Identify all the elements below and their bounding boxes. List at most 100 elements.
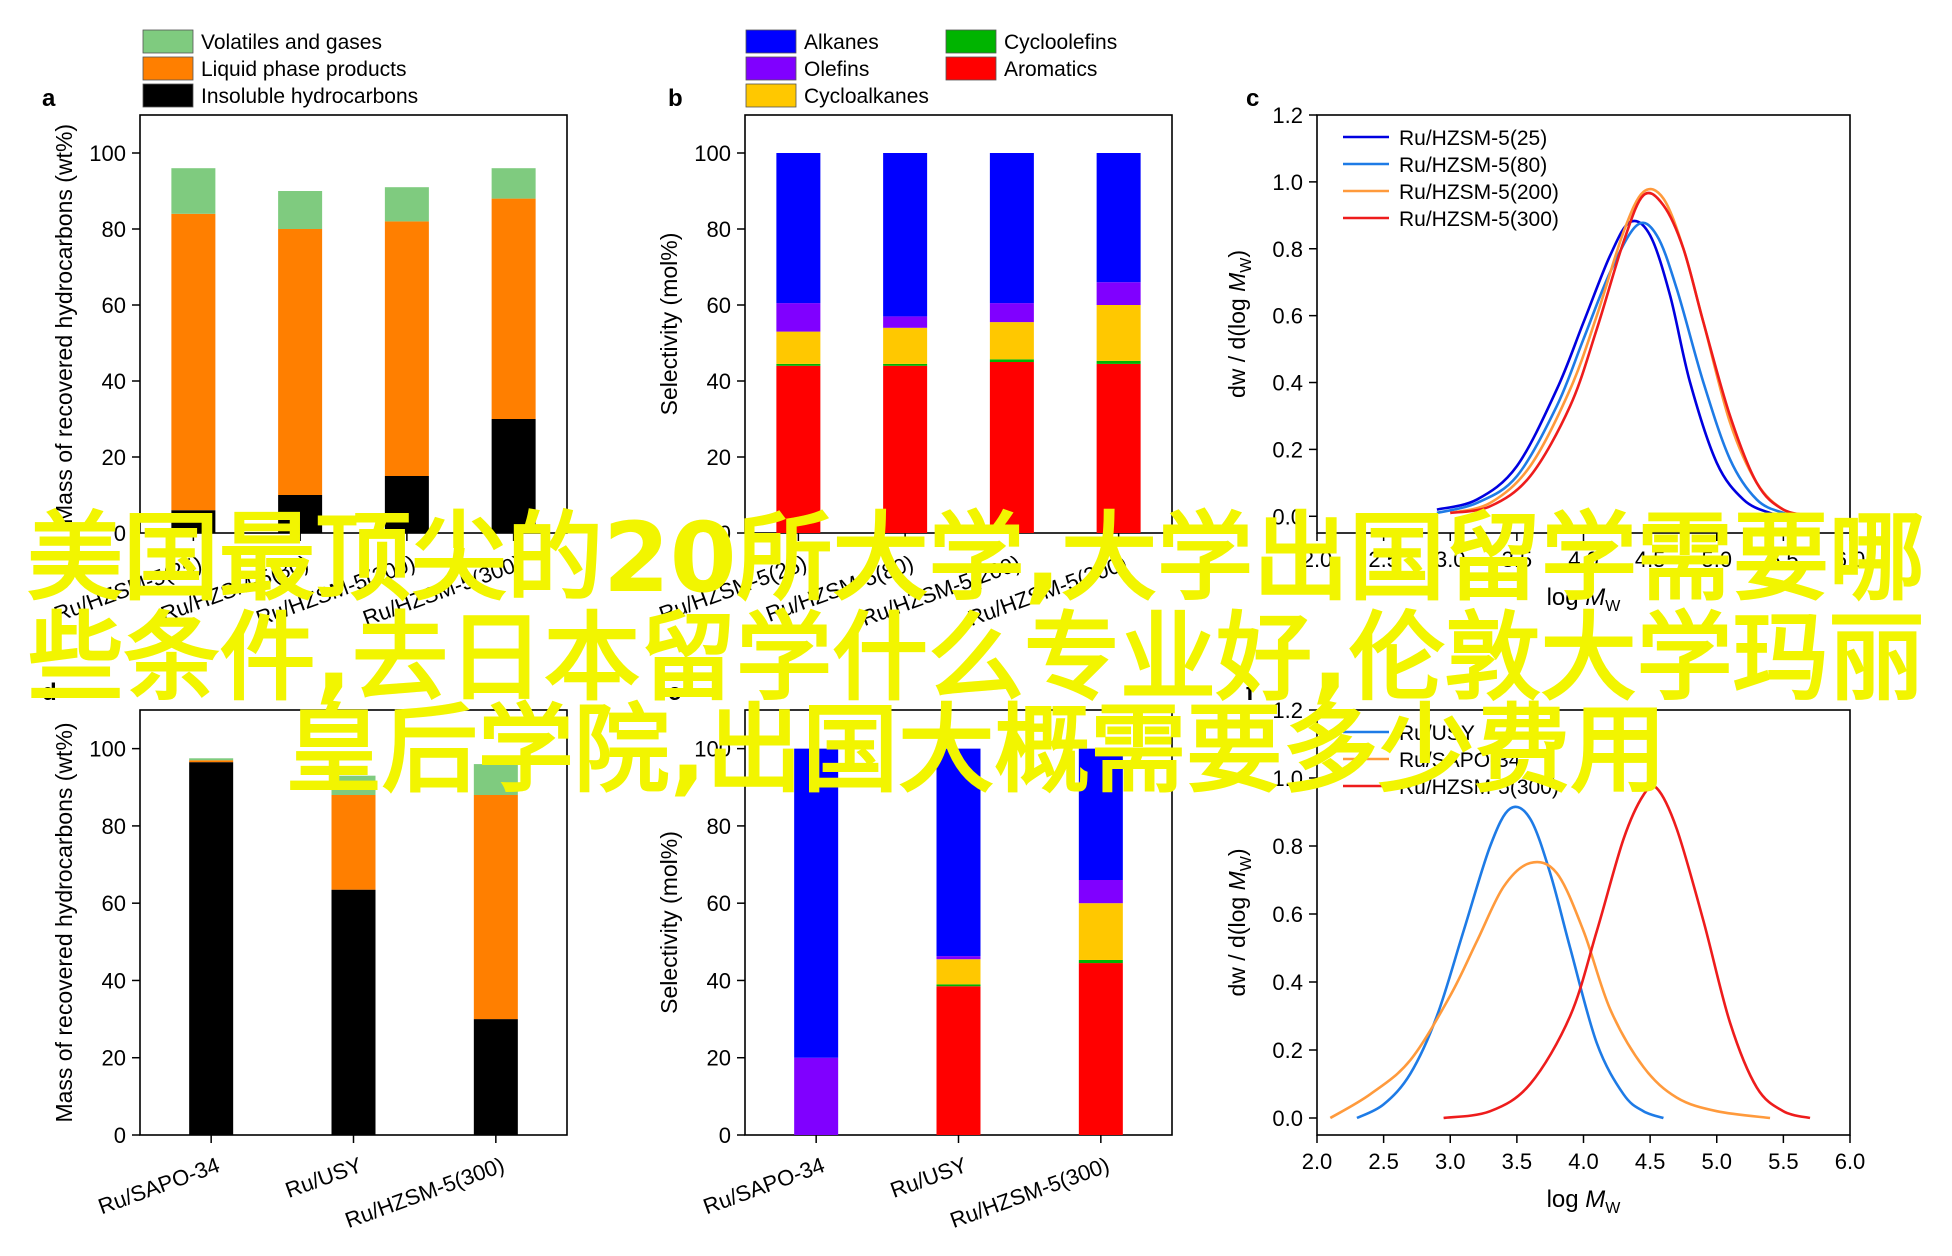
y-axis-label-d: Mass of recovered hydrocarbons (wt%) (51, 722, 77, 1122)
bar-liquid-phase-products-ru-hzsm-5-300 (491, 198, 536, 419)
y-axis-label-sub: W (1238, 855, 1255, 871)
y-tick-label-f: 1.0 (1272, 766, 1303, 791)
panel-label-a: a (42, 85, 56, 112)
bar-olefins-ru-hzsm-5-80 (883, 316, 928, 328)
x-tick-label-c: 5.0 (1701, 547, 1732, 572)
legend-label-alkanes: Alkanes (804, 31, 879, 54)
y-tick-label-a: 60 (102, 293, 126, 318)
bar-alkanes-ru-hzsm-5-80 (883, 153, 928, 317)
x-tick-label-f: 3.0 (1435, 1149, 1466, 1174)
bar-cycloalkanes-ru-usy (936, 959, 981, 985)
bar-olefins-ru-sapo-34 (794, 1057, 839, 1135)
bar-volatiles-and-gases-ru-hzsm-5-200 (384, 187, 429, 222)
x-axis-label-c: log MW (1547, 584, 1622, 615)
bar-volatiles-and-gases-ru-hzsm-5-300 (473, 764, 518, 795)
y-tick-label-a: 40 (102, 369, 126, 394)
x-axis-label-sub: W (1605, 598, 1621, 615)
line-series-ru-usy (1356, 805, 1664, 1120)
x-tick-label-f: 5.5 (1768, 1149, 1799, 1174)
legends: Volatiles and gases Liquid phase products… (142, 29, 1117, 108)
bar-cycloalkanes-ru-hzsm-5-25 (776, 331, 821, 364)
x-tick-label-c: 3.5 (1502, 547, 1533, 572)
x-axis-label-m: M (1585, 1186, 1605, 1213)
y-axis-label-main: dw / d(log (1224, 890, 1250, 996)
x-tick-label-f: 4.5 (1635, 1149, 1666, 1174)
x-tick-label-f: 5.0 (1701, 1149, 1732, 1174)
y-axis-label-sub: W (1238, 257, 1255, 273)
panel-label-b: b (668, 85, 683, 112)
y-tick-label-b: 60 (707, 293, 731, 318)
y-tick-label-d: 40 (102, 968, 126, 993)
y-tick-label-c: 0.4 (1272, 371, 1303, 396)
bar-liquid-phase-products-ru-hzsm-5-200 (384, 221, 429, 476)
y-axis-label-e: Selectivity (mol%) (656, 831, 682, 1014)
x-category-label-ru-usy: Ru/USY (887, 1152, 971, 1203)
legend-label-ru-hzsm-5-300: Ru/HZSM-5(300) (1399, 208, 1559, 231)
y-axis-label-a: Mass of recovered hydrocarbons (wt%) (51, 124, 77, 524)
y-tick-label-e: 100 (694, 737, 731, 762)
x-tick-label-f: 2.5 (1368, 1149, 1399, 1174)
overlay-text-line-1: 美国最顶尖的20所大学,大学出国留学需要哪 (26, 502, 1926, 614)
bar-cycloolefins-ru-hzsm-5-300 (1078, 959, 1123, 964)
bar-liquid-phase-products-ru-usy (331, 795, 376, 890)
bar-cycloolefins-ru-hzsm-5-25 (776, 363, 821, 366)
y-tick-label-a: 100 (89, 141, 126, 166)
panel-label-e: e (668, 679, 681, 706)
x-category-label-ru-sapo-34: Ru/SAPO-34 (95, 1152, 223, 1219)
y-tick-label-c: 0.2 (1272, 437, 1303, 462)
panel-label-f: f (1246, 679, 1255, 706)
plot-frame-b (744, 114, 1173, 534)
y-tick-label-f: 0.2 (1272, 1038, 1303, 1063)
x-category-label-ru-hzsm-5-300: Ru/HZSM-5(300) (947, 1152, 1113, 1233)
x-axis-label-log: log (1547, 1186, 1586, 1213)
bar-volatiles-and-gases-ru-usy (331, 775, 376, 795)
y-tick-label-f: 0.4 (1272, 970, 1303, 995)
y-tick-label-c: 0.0 (1272, 504, 1303, 529)
legend-label-cycloolefins: Cycloolefins (1004, 31, 1117, 54)
legend-label-olefins: Olefins (804, 58, 869, 81)
legend-label-volatiles-and-gases: Volatiles and gases (201, 31, 382, 54)
bar-olefins-ru-hzsm-5-200 (989, 303, 1034, 323)
x-tick-label-c: 4.0 (1568, 547, 1599, 572)
x-axis-label-f: log MW (1547, 1186, 1622, 1217)
bar-volatiles-and-gases-ru-hzsm-5-25 (171, 168, 216, 214)
line-series-ru-hzsm-5-300 (1443, 784, 1811, 1120)
y-tick-label-d: 20 (102, 1046, 126, 1071)
bar-aromatics-ru-hzsm-5-200 (989, 362, 1034, 533)
x-axis-label-m: M (1585, 584, 1605, 611)
bar-insoluble-hydrocarbons-ru-usy (331, 889, 376, 1135)
y-tick-label-f: 0.0 (1272, 1106, 1303, 1131)
bar-insoluble-hydrocarbons-ru-hzsm-5-300 (491, 419, 536, 533)
legend-label-liquid-phase-products: Liquid phase products (201, 58, 406, 81)
bar-alkanes-ru-sapo-34 (794, 748, 839, 1058)
legend-label-ru-hzsm-5-300: Ru/HZSM-5(300) (1399, 776, 1559, 799)
bar-alkanes-ru-usy (936, 748, 981, 957)
bar-insoluble-hydrocarbons-ru-sapo-34 (189, 762, 234, 1135)
y-tick-label-d: 60 (102, 891, 126, 916)
overlay-text-line-2: 些条件,去日本留学什么专业好,伦敦大学玛丽 (27, 602, 1925, 714)
bar-alkanes-ru-hzsm-5-25 (776, 153, 821, 304)
y-tick-label-c: 1.2 (1272, 103, 1303, 128)
bar-alkanes-ru-hzsm-5-300 (1078, 748, 1123, 880)
line-series-ru-hzsm-5-200 (1449, 187, 1811, 518)
bar-liquid-phase-products-ru-hzsm-5-25 (171, 213, 216, 511)
y-tick-label-b: 80 (707, 217, 731, 242)
legend-swatch-liquid-phase-products (142, 56, 194, 81)
legend-label-ru-hzsm-5-200: Ru/HZSM-5(200) (1399, 181, 1559, 204)
y-tick-label-a: 0 (114, 521, 126, 546)
y-tick-label-f: 0.6 (1272, 902, 1303, 927)
bar-liquid-phase-products-ru-sapo-34 (189, 760, 234, 763)
x-tick-label-f: 6.0 (1835, 1149, 1866, 1174)
y-axis-label-b: Selectivity (mol%) (656, 233, 682, 416)
y-axis-label-f: dw / d(log MW) (1224, 848, 1255, 996)
x-tick-label-f: 3.5 (1502, 1149, 1533, 1174)
y-tick-label-e: 80 (707, 814, 731, 839)
bar-aromatics-ru-hzsm-5-300 (1078, 963, 1123, 1135)
x-category-label-ru-hzsm-5-300: Ru/HZSM-5(300) (342, 1152, 508, 1233)
bar-alkanes-ru-hzsm-5-200 (989, 153, 1034, 304)
x-category-label-ru-sapo-34: Ru/SAPO-34 (700, 1152, 828, 1219)
line-series-ru-hzsm-5-300 (1450, 191, 1817, 518)
x-tick-label-c: 3.0 (1435, 547, 1466, 572)
bar-olefins-ru-usy (936, 956, 981, 960)
legend-label-insoluble-hydrocarbons: Insoluble hydrocarbons (201, 85, 418, 108)
